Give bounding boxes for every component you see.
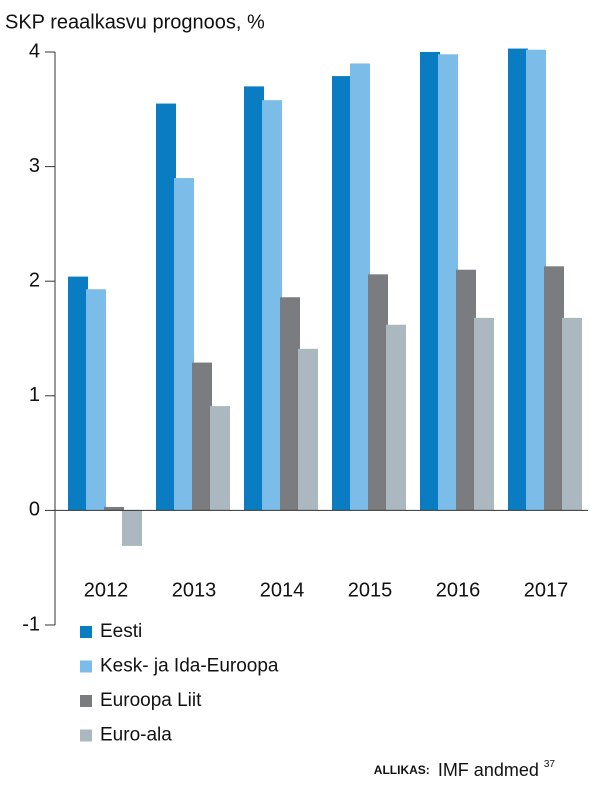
source-text: IMF andmed <box>438 760 539 780</box>
chart-title: SKP reaalkasvu prognoos, % <box>5 11 265 33</box>
bar <box>350 63 370 511</box>
y-tick-label: 2 <box>29 269 40 291</box>
x-tick-label: 2014 <box>260 579 305 601</box>
y-tick-label: 1 <box>29 384 40 406</box>
y-tick-label: 4 <box>29 40 40 62</box>
legend-swatch <box>80 695 92 707</box>
legend-label: Eesti <box>100 621 142 642</box>
source-label: ALLIKAS: <box>374 763 430 777</box>
bar <box>104 506 124 511</box>
x-tick-label: 2016 <box>436 579 481 601</box>
bar <box>368 274 388 511</box>
bar <box>192 362 212 511</box>
bar <box>386 324 406 511</box>
x-tick-label: 2012 <box>84 579 129 601</box>
bar <box>156 103 176 511</box>
x-tick-label: 2017 <box>524 579 569 601</box>
y-tick-label: 0 <box>29 499 40 521</box>
y-tick-label: 3 <box>29 155 40 177</box>
bar <box>508 48 528 511</box>
bar <box>298 348 318 511</box>
x-tick-label: 2013 <box>172 579 217 601</box>
legend-swatch <box>80 626 92 638</box>
bar <box>244 86 264 511</box>
bar <box>262 100 282 511</box>
bar <box>280 297 300 511</box>
bar <box>420 52 440 511</box>
legend-label: Euroopa Liit <box>100 690 202 711</box>
footnote: 37 <box>544 759 556 770</box>
legend-swatch <box>80 660 92 673</box>
legend-swatch <box>80 729 92 742</box>
bar <box>456 269 476 511</box>
source: ALLIKAS: IMF andmed 37 <box>374 759 556 780</box>
y-tick-label: -1 <box>22 613 40 635</box>
bar <box>210 406 230 511</box>
bar <box>438 54 458 511</box>
bar <box>332 76 352 511</box>
x-tick-label: 2015 <box>348 579 393 601</box>
bar <box>68 276 88 511</box>
bar <box>86 289 106 511</box>
bar <box>474 317 494 511</box>
bar <box>122 510 142 546</box>
bar <box>174 178 194 511</box>
bar <box>544 266 564 511</box>
bar <box>526 49 546 511</box>
legend-label: Euro-ala <box>100 725 172 746</box>
legend-label: Kesk- ja Ida-Euroopa <box>100 656 279 677</box>
bar <box>562 317 582 511</box>
